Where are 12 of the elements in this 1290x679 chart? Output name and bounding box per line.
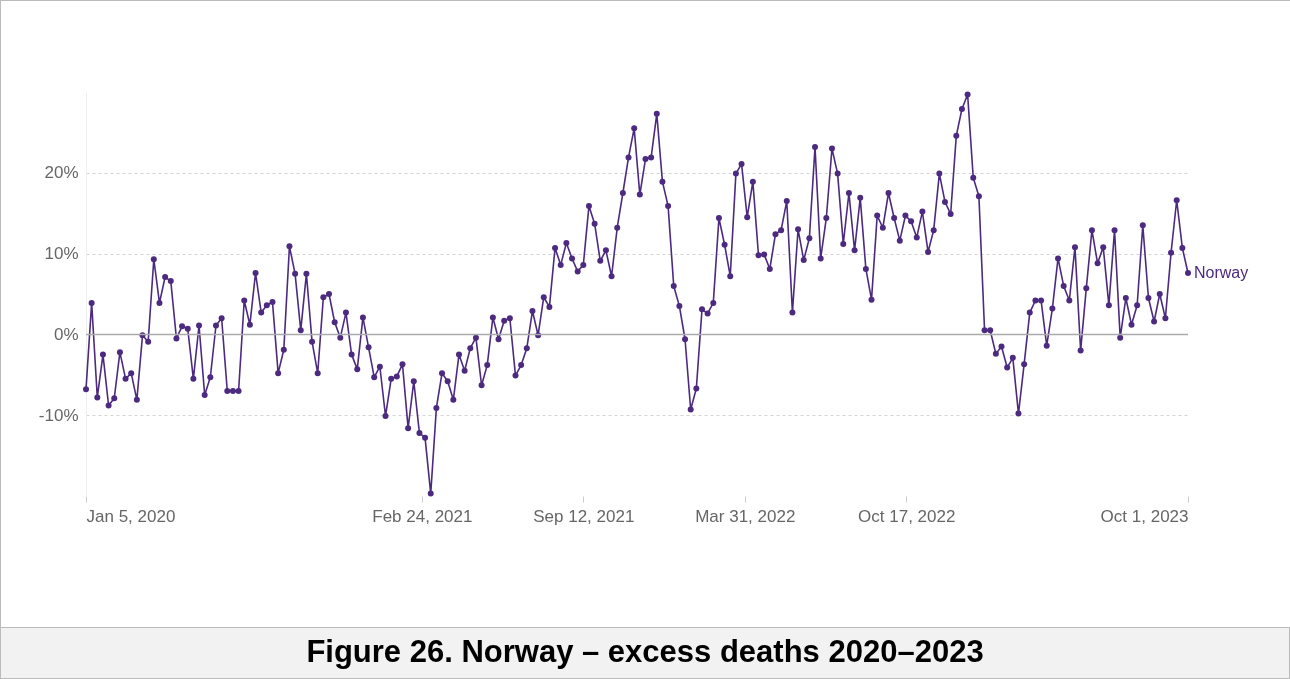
x-tick-label: Feb 24, 2021 [372, 506, 473, 526]
x-tick-label: Oct 17, 2022 [858, 506, 956, 526]
text: Figure 26. Norway – excess deaths 2020–2023 [1, 627, 1289, 678]
series-label: Norway [1194, 263, 1249, 281]
y-tick-label: 20% [44, 163, 79, 183]
y-tick-label: -10% [38, 405, 79, 425]
x-tick-label: Sep 12, 2021 [533, 506, 635, 526]
y-tick-label: 10% [44, 244, 79, 264]
x-tick-label: Jan 5, 2020 [86, 506, 176, 526]
x-tick-label: Oct 1, 2023 [1100, 506, 1189, 526]
x-tick-label: Mar 31, 2022 [695, 506, 796, 526]
y-tick-label: 0% [53, 324, 79, 344]
